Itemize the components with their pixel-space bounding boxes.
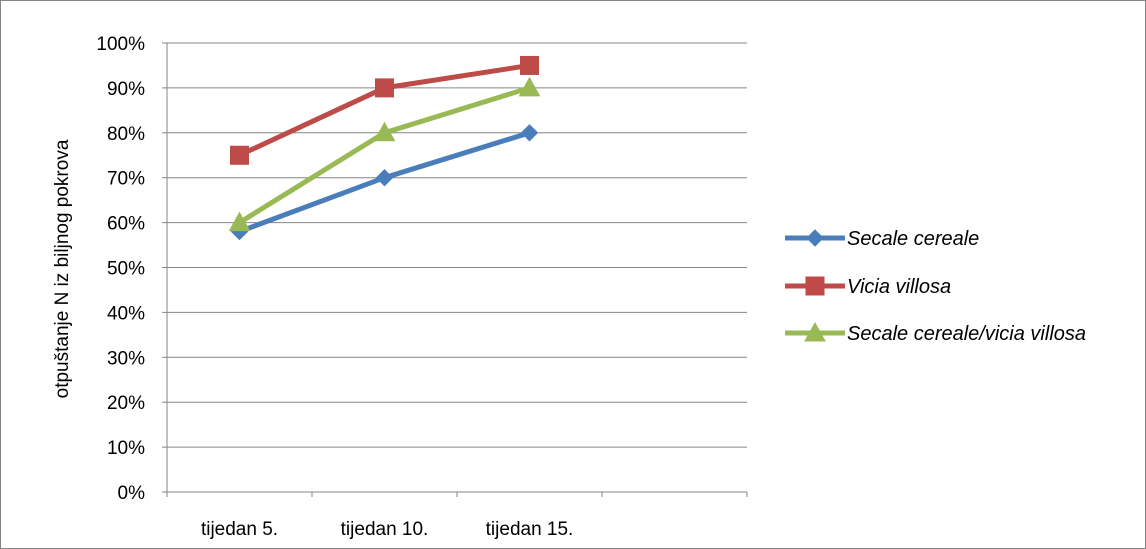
x-tick-labels: tijedan 5. tijedan 10. tijedan 15. <box>201 519 573 540</box>
data-point <box>228 211 251 232</box>
data-point <box>373 121 396 142</box>
y-tick-label: 100% <box>96 34 145 55</box>
y-tick-label: 50% <box>107 259 145 280</box>
legend-entry: Secale cereale/vicia villosa <box>785 321 1086 345</box>
y-axis-title: otpuštanje N iz biljnog pokrova <box>52 139 73 398</box>
legend-label: Secale cereale/vicia villosa <box>847 323 1086 345</box>
data-point <box>230 145 249 165</box>
y-tick-label: 40% <box>107 303 145 324</box>
y-tick-label: 10% <box>107 438 145 459</box>
y-tick-label: 30% <box>107 348 145 369</box>
data-point <box>520 124 539 142</box>
x-tick-label: tijedan 15. <box>486 519 574 540</box>
legend: Secale cereale Vicia villosa Secale cereal… <box>785 228 1086 345</box>
legend-entry: Vicia villosa <box>785 276 951 298</box>
y-tick-label: 0% <box>118 483 146 504</box>
x-tick-label: tijedan 5. <box>201 519 278 540</box>
legend-swatch-marker <box>806 229 824 247</box>
y-tick-label: 60% <box>107 214 145 235</box>
legend-entry: Secale cereale <box>785 228 979 250</box>
axes <box>166 43 748 497</box>
y-tick-label: 70% <box>107 169 145 190</box>
data-point <box>520 55 539 75</box>
legend-swatch-marker <box>805 276 825 296</box>
data-point <box>375 168 394 187</box>
y-tick-label: 90% <box>107 79 145 100</box>
x-tick-label: tijedan 10. <box>341 519 429 540</box>
y-tick-label: 20% <box>107 393 145 414</box>
data-point <box>375 78 394 98</box>
series-2 <box>230 55 539 165</box>
series-3 <box>228 76 541 232</box>
series <box>228 55 541 241</box>
legend-label: Secale cereale <box>847 228 979 250</box>
legend-swatch-marker <box>804 321 826 342</box>
legend-label: Vicia villosa <box>847 276 951 298</box>
data-point <box>518 76 541 97</box>
y-tick-label: 80% <box>107 124 145 145</box>
y-tick-labels: 0% 10% 20% 30% 40% 50% 60% 70% 80% 90% 100% <box>96 34 145 504</box>
